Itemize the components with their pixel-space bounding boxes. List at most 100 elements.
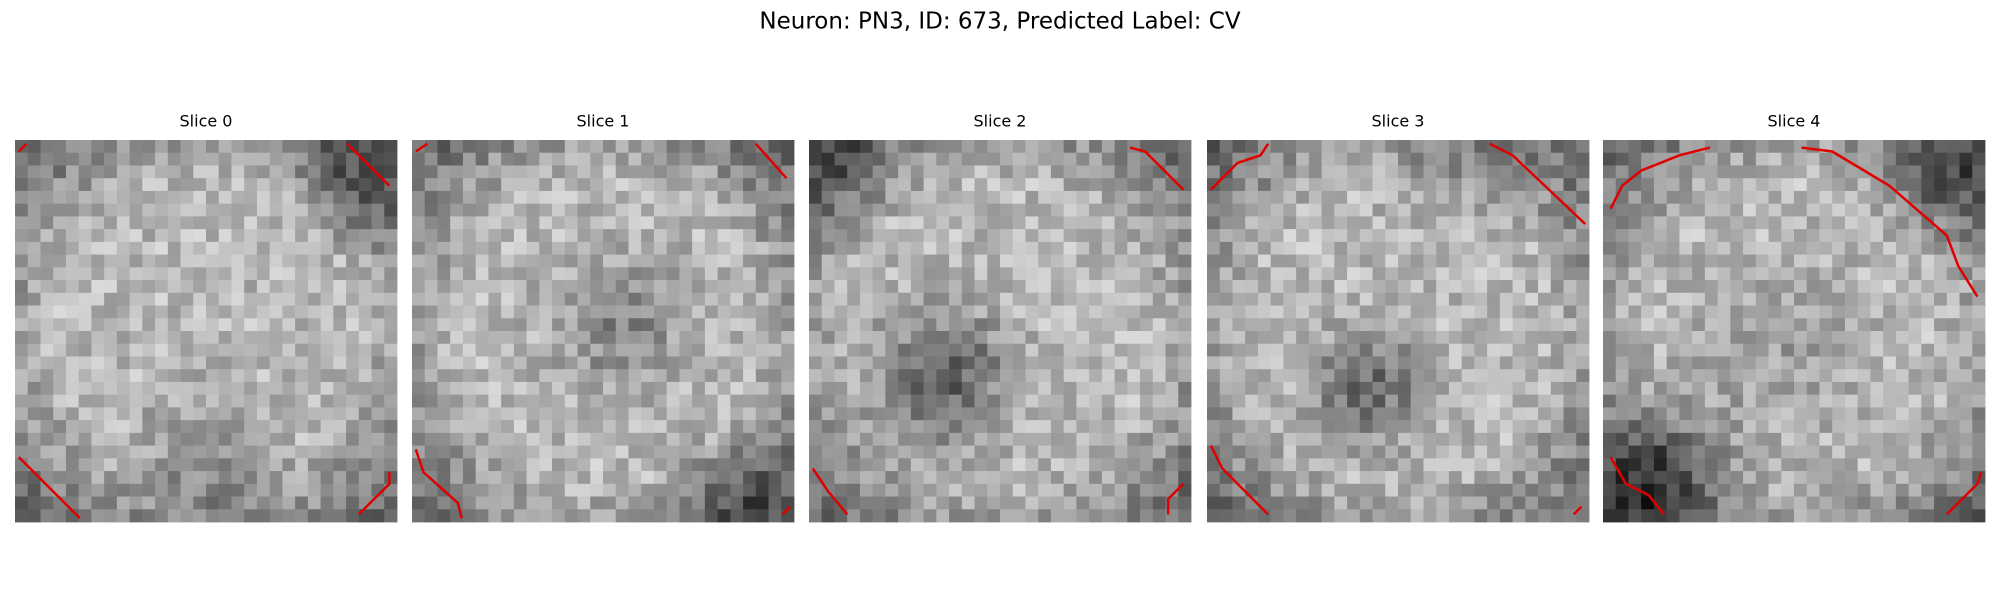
pixel	[1474, 203, 1488, 217]
pixel	[53, 140, 67, 154]
pixel	[1692, 407, 1706, 421]
pixel	[1628, 343, 1642, 357]
pixel	[384, 190, 398, 205]
pixel	[910, 165, 924, 179]
pixel	[282, 203, 296, 217]
pixel	[1000, 267, 1014, 281]
pixel	[936, 229, 950, 243]
pixel	[1296, 509, 1310, 523]
pixel	[180, 394, 194, 408]
pixel	[1972, 190, 1986, 205]
pixel	[987, 305, 1001, 319]
pixel	[513, 483, 527, 497]
pixel	[282, 331, 296, 345]
pixel	[1178, 407, 1192, 421]
pixel	[1448, 305, 1463, 319]
pixel	[1025, 292, 1039, 306]
pixel	[231, 292, 245, 306]
pixel	[1730, 483, 1744, 497]
pixel	[1257, 292, 1272, 306]
pixel	[1089, 343, 1103, 357]
slice-image	[1207, 140, 1590, 523]
pixel	[910, 509, 924, 523]
pixel	[65, 394, 80, 408]
pixel	[1781, 254, 1795, 268]
pixel	[1692, 241, 1706, 255]
pixel	[1844, 331, 1859, 345]
pixel	[1679, 280, 1693, 294]
pixel	[1704, 190, 1718, 205]
pixel	[104, 471, 118, 485]
pixel	[1628, 331, 1642, 345]
pixel	[552, 318, 566, 332]
pixel	[1101, 496, 1115, 510]
pixel	[603, 432, 617, 446]
pixel	[1781, 190, 1795, 205]
pixel	[590, 267, 604, 281]
pixel	[1781, 178, 1795, 192]
pixel	[142, 483, 156, 497]
pixel	[142, 140, 156, 154]
pixel	[1653, 241, 1668, 255]
pixel	[603, 394, 617, 408]
pixel	[653, 165, 668, 179]
pixel	[1538, 445, 1552, 459]
pixel	[526, 216, 540, 230]
pixel	[1165, 471, 1179, 485]
pixel	[206, 432, 220, 446]
pixel	[1410, 292, 1424, 306]
pixel	[1101, 165, 1115, 179]
pixel	[244, 318, 258, 332]
pixel	[1270, 241, 1284, 255]
pixel	[462, 445, 477, 459]
pixel	[1959, 420, 1973, 434]
pixel	[564, 496, 578, 510]
pixel	[768, 356, 782, 370]
pixel	[91, 381, 105, 396]
pixel	[450, 292, 464, 306]
pixel	[1768, 369, 1782, 383]
pixel	[859, 318, 874, 332]
pixel	[809, 152, 823, 166]
pixel	[1487, 381, 1501, 396]
pixel	[1870, 241, 1884, 255]
pixel	[847, 483, 861, 497]
pixel	[1972, 331, 1986, 345]
pixel	[1883, 292, 1897, 306]
pixel	[1908, 407, 1922, 421]
pixel	[1423, 165, 1437, 179]
pixel	[717, 229, 731, 243]
pixel	[475, 509, 489, 523]
pixel	[1178, 331, 1192, 345]
pixel	[1704, 178, 1718, 192]
pixel	[1398, 496, 1412, 510]
pixel	[743, 305, 757, 319]
pixel	[1283, 229, 1297, 243]
pixel	[1178, 254, 1192, 268]
pixel	[450, 420, 464, 434]
pixel	[1165, 254, 1179, 268]
pixel	[1207, 216, 1221, 230]
pixel	[755, 292, 769, 306]
pixel	[1603, 394, 1617, 408]
pixel	[781, 140, 795, 154]
pixel	[104, 420, 118, 434]
pixel	[1101, 343, 1115, 357]
pixel	[1487, 458, 1501, 472]
pixel	[1101, 458, 1115, 472]
pixel	[180, 343, 194, 357]
pixel	[653, 140, 668, 154]
pixel	[167, 216, 181, 230]
pixel	[1666, 254, 1680, 268]
pixel	[218, 471, 232, 485]
pixel	[501, 190, 515, 205]
contour-line	[1129, 146, 1185, 191]
pixel	[539, 203, 553, 217]
pixel	[1410, 190, 1424, 205]
pixel	[307, 318, 321, 332]
pixel	[615, 318, 629, 332]
pixel	[1283, 318, 1297, 332]
pixel	[475, 471, 489, 485]
pixel	[564, 305, 578, 319]
pixel	[462, 305, 477, 319]
